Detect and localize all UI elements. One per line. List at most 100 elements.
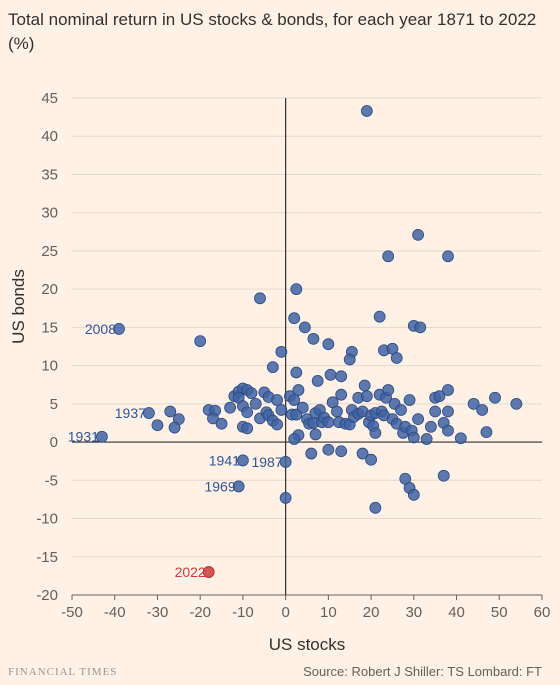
data-point (369, 427, 382, 439)
data-point (194, 335, 207, 348)
point-label-1941: 1941 (209, 452, 240, 468)
x-tick-labels: -50 -40 -30 -20 -10 0 10 20 30 40 50 60 (61, 595, 550, 621)
x-tick--20: -20 (189, 604, 211, 621)
x-tick-20: 20 (363, 604, 380, 621)
data-point (429, 405, 442, 418)
x-tick-30: 30 (405, 604, 422, 621)
data-point (489, 391, 501, 404)
data-point (215, 417, 228, 430)
data-point (480, 426, 493, 439)
y-tick-labels: -20 -15 -10 -5 0 5 10 15 20 25 30 35 40 45 (36, 90, 58, 604)
data-point (343, 353, 356, 366)
data-point (322, 443, 335, 456)
data-point (275, 404, 288, 416)
data-point (249, 397, 262, 410)
point-label-1987: 1987 (251, 454, 282, 470)
y-tick--10: -10 (36, 511, 58, 528)
point-label-2008: 2008 (85, 321, 116, 337)
x-tick-40: 40 (448, 604, 465, 621)
x-tick--10: -10 (232, 604, 254, 621)
data-point (414, 321, 427, 334)
data-point (433, 390, 446, 403)
data-points (96, 105, 523, 578)
data-point (151, 419, 164, 432)
data-point (322, 338, 335, 351)
data-point (266, 361, 279, 374)
data-point (407, 431, 420, 444)
data-point (168, 421, 181, 434)
y-tick-20: 20 (41, 281, 58, 298)
data-point (207, 412, 219, 425)
data-point (254, 292, 266, 305)
y-tick-40: 40 (41, 128, 58, 145)
data-point (442, 405, 454, 418)
data-point (298, 321, 311, 334)
point-label-1931: 1931 (68, 429, 99, 445)
data-point (412, 228, 424, 241)
x-tick-10: 10 (320, 604, 337, 621)
x-tick-60: 60 (534, 604, 551, 621)
point-label-2022: 2022 (175, 564, 206, 580)
labeled-point-2008 (113, 323, 125, 335)
data-point (442, 384, 454, 396)
data-point (288, 312, 301, 325)
data-point (164, 405, 177, 418)
data-point (271, 418, 283, 431)
data-point (365, 453, 377, 466)
data-point (373, 310, 386, 323)
y-axis-label: US bonds (9, 269, 28, 344)
data-point (358, 379, 371, 392)
data-point (290, 283, 303, 296)
labeled-point-1937 (143, 407, 155, 419)
y-tick-45: 45 (41, 90, 58, 107)
data-point (335, 388, 348, 401)
source-note: Source: Robert J Shiller: TS Lombard: FT (303, 664, 542, 679)
data-point (311, 375, 324, 387)
data-point (437, 469, 450, 482)
data-point (292, 384, 305, 396)
x-tick--50: -50 (61, 604, 83, 621)
chart-title: Total nominal return in US stocks & bond… (8, 10, 537, 53)
labeled-point-1969 (232, 480, 245, 493)
data-point (324, 368, 337, 381)
x-tick--40: -40 (104, 604, 126, 621)
data-point (510, 397, 523, 410)
data-point (309, 428, 322, 441)
y-tick--15: -15 (36, 549, 58, 566)
data-point (412, 413, 424, 426)
labeled-point-1931 (96, 430, 108, 443)
y-tick-15: 15 (41, 319, 58, 336)
x-axis-label: US stocks (269, 635, 346, 654)
data-point (335, 370, 348, 383)
data-point (288, 433, 301, 445)
data-point (382, 384, 395, 396)
x-tick--30: -30 (147, 604, 169, 621)
data-point (407, 488, 420, 501)
y-tick-5: 5 (50, 396, 58, 413)
point-annotations: 2008 1937 1931 1941 1987 1969 2022 (68, 321, 283, 580)
data-point (322, 416, 335, 429)
labeled-point-1941 (237, 454, 249, 467)
y-tick-0: 0 (50, 434, 58, 451)
data-point (403, 394, 416, 406)
data-point (245, 387, 258, 400)
data-point (279, 491, 292, 504)
x-tick-0: 0 (281, 604, 289, 621)
data-point (224, 401, 236, 414)
data-point (271, 394, 283, 406)
data-point (331, 405, 343, 418)
data-point (395, 404, 407, 416)
y-tick--5: -5 (45, 472, 58, 489)
data-point (288, 394, 301, 406)
x-tick-50: 50 (491, 604, 508, 621)
zero-axes (72, 98, 542, 596)
data-point (307, 332, 320, 345)
labeled-point-1987 (279, 456, 292, 468)
data-point (305, 447, 318, 460)
ft-brand-logo: FINANCIAL TIMES (8, 666, 118, 678)
data-point (360, 105, 373, 117)
data-point (356, 447, 369, 460)
y-tick--20: -20 (36, 587, 58, 604)
point-label-1969: 1969 (204, 478, 235, 494)
